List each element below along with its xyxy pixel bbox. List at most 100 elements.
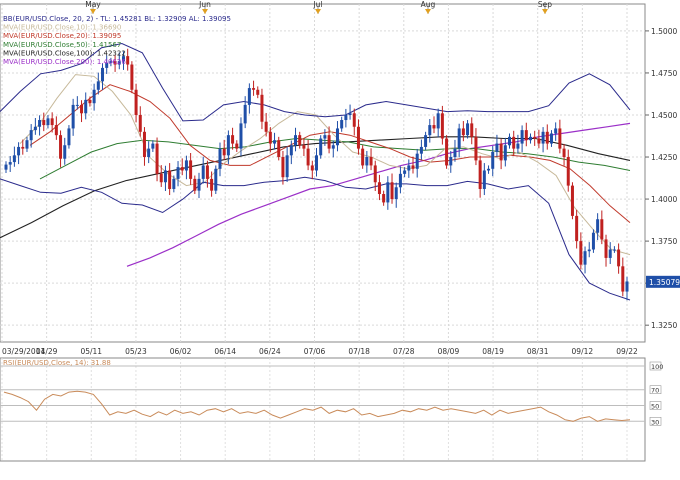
legend-entry: MVA(EUR/USD.Close,100): 1.42322 — [3, 49, 126, 57]
x-tick-label: 05/11 — [80, 347, 102, 356]
candle-body — [394, 187, 398, 200]
candle-body — [323, 135, 327, 139]
candle-body — [331, 145, 335, 149]
x-tick-label: 06/14 — [214, 347, 236, 356]
candle-body — [315, 155, 318, 171]
month-marker — [542, 9, 548, 14]
candle-body — [528, 136, 532, 141]
candle-body — [168, 170, 172, 189]
candle-body — [319, 138, 323, 156]
ma50-line — [39, 137, 631, 180]
candle-body — [180, 167, 184, 171]
rsi-tick-box — [649, 401, 662, 410]
candle-body — [59, 135, 63, 159]
candle-body — [373, 165, 377, 183]
candle-body — [117, 61, 121, 65]
candle-body — [214, 168, 218, 191]
rsi-tick-box — [649, 385, 662, 395]
candle-body — [218, 148, 222, 169]
candle-body — [235, 143, 239, 149]
candle-body — [46, 118, 50, 126]
candle-body — [109, 61, 113, 63]
candle-body — [243, 104, 247, 124]
candle-body — [155, 143, 159, 174]
bb-upper-line — [0, 42, 631, 122]
candle-body — [84, 99, 88, 114]
candle-body — [407, 165, 411, 171]
candle-body — [478, 160, 482, 189]
candle-body — [344, 114, 348, 121]
candle-body — [327, 135, 331, 149]
x-tick-label: 07/28 — [393, 347, 415, 356]
candle-body — [356, 126, 360, 149]
candle-body — [436, 113, 440, 129]
bb-lower-line — [0, 176, 631, 301]
candle-body — [428, 125, 432, 136]
candle-body — [482, 170, 486, 189]
candle-body — [306, 148, 310, 166]
candle-body — [54, 125, 58, 136]
candle-body — [256, 89, 260, 95]
candle-body — [545, 131, 549, 144]
candle-body — [474, 136, 478, 161]
candle-body — [361, 148, 365, 166]
y-tick-label: 1.4750 — [651, 69, 677, 78]
candle-body — [415, 153, 419, 169]
month-marker — [425, 9, 431, 14]
candle-body — [8, 162, 12, 165]
candle-body — [621, 266, 625, 292]
axes: 1.5000 1.4750 1.4500 1.4250 1.4000 1.3750 1.35… — [2, 0, 680, 356]
candle-body — [92, 89, 96, 104]
candle-body — [558, 128, 562, 149]
candle-body — [403, 170, 407, 174]
x-tick-label: 07/06 — [304, 347, 326, 356]
legend: BB(EUR/USD.Close, 20, 2) - TL: 1.45281 B… — [3, 15, 231, 66]
candle-body — [466, 123, 470, 136]
candle-body — [163, 170, 167, 183]
candle-body — [348, 113, 352, 115]
candle-body — [126, 56, 130, 65]
candle-body — [277, 140, 281, 158]
candle-body — [537, 138, 541, 144]
candle-body — [247, 88, 251, 105]
candle-body — [411, 165, 415, 169]
candle-body — [541, 131, 545, 144]
rsi-panel-frame — [0, 357, 646, 462]
x-tick-label: 05/23 — [125, 347, 147, 356]
month-label: Jul — [312, 0, 322, 9]
candle-body — [503, 145, 507, 161]
legend-entry: MVA(EUR/USD.Close,50): 1.41567 — [3, 41, 121, 49]
candle-body — [205, 165, 209, 179]
candle-body — [75, 104, 79, 106]
candle-body — [554, 128, 558, 134]
candle-body — [369, 157, 373, 166]
candle-body — [33, 126, 37, 131]
candle-body — [281, 157, 285, 178]
ma10-line — [19, 74, 631, 256]
candle-body — [226, 135, 230, 156]
candle-body — [105, 62, 109, 68]
x-tick-label: 09/12 — [572, 347, 594, 356]
candles — [4, 48, 629, 301]
candle-body — [63, 145, 67, 159]
x-tick-label: 03/29/2011 — [2, 347, 45, 356]
candle-body — [222, 148, 226, 156]
candle-body — [449, 157, 453, 166]
legend-entry: MVA(EUR/USD.Close,20): 1.39095 — [3, 32, 121, 40]
last-price-label: 1.35079 — [649, 278, 680, 287]
candle-body — [17, 146, 21, 156]
x-tick-label: 09/22 — [616, 347, 638, 356]
candle-body — [268, 131, 272, 144]
rsi-tick-label: 50 — [651, 403, 659, 411]
legend-entry: BB(EUR/USD.Close, 20, 2) - TL: 1.45281 B… — [3, 15, 231, 23]
candle-body — [25, 140, 29, 149]
candle-body — [264, 121, 268, 132]
month-label: Sep — [538, 0, 552, 9]
candle-body — [365, 157, 369, 166]
x-tick-label: 07/18 — [348, 347, 370, 356]
candle-body — [487, 168, 491, 171]
candle-body — [424, 135, 428, 147]
candle-body — [612, 249, 616, 251]
candle-body — [562, 148, 566, 158]
